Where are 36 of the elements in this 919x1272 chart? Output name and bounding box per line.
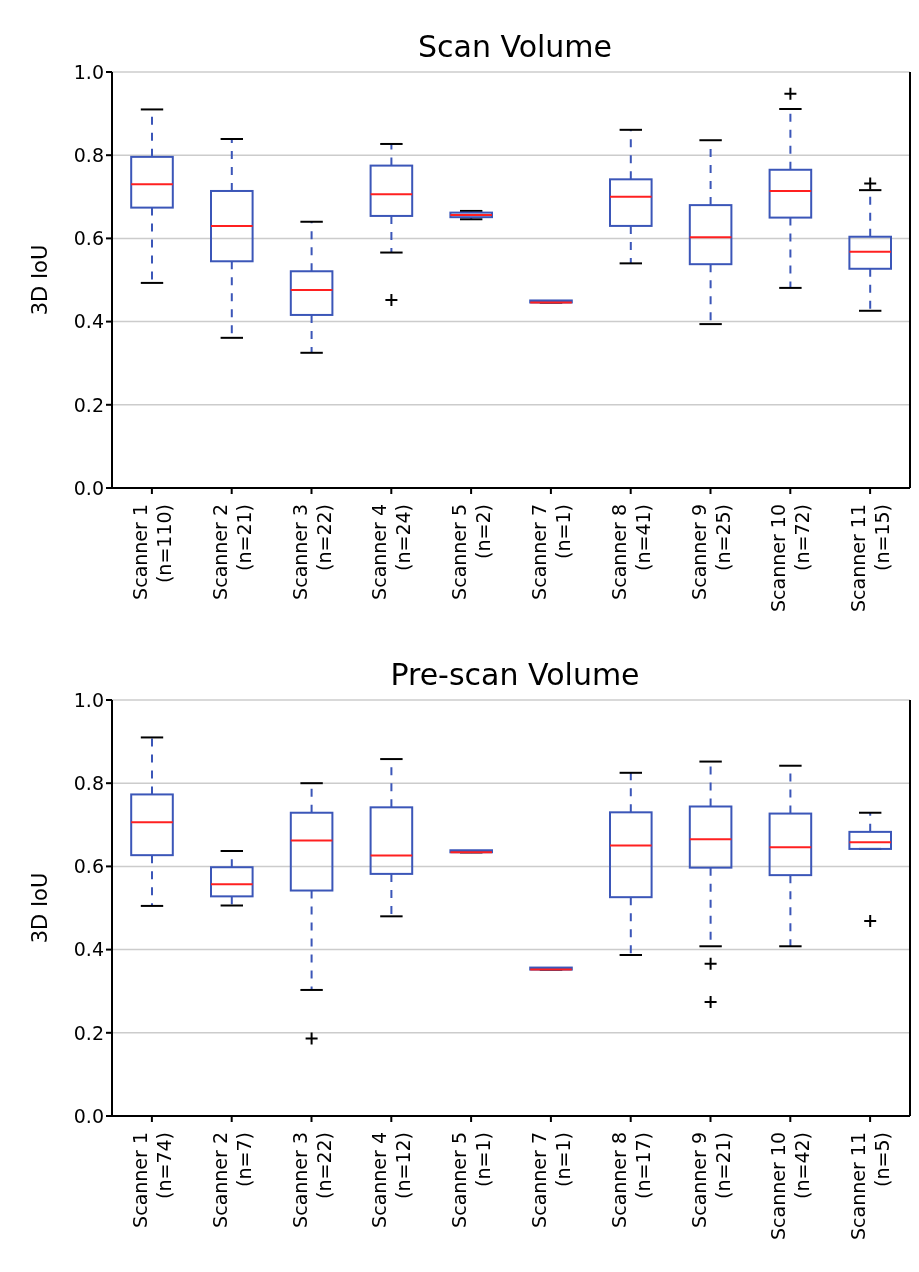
y-tick-label: 0.0 [73,1104,104,1127]
chart-title: Scan Volume [417,29,613,64]
x-tick-label: Scanner 1 (n=110) [128,504,175,600]
x-tick-label: Scanner 10 (n=72) [767,504,814,612]
y-tick-label: 0.8 [73,143,104,166]
x-tick-label: Scanner 7 (n=1) [527,1132,574,1228]
x-tick-label: Scanner 3 (n=22) [288,504,335,600]
y-tick-label: 0.8 [73,771,104,794]
y-axis-title: 3D IoU [28,872,53,944]
y-tick-label: 0.6 [73,855,104,878]
y-tick-label: 0.6 [73,227,104,250]
x-tick-label: Scanner 4 (n=12) [368,1132,415,1228]
x-tick-label: Scanner 4 (n=24) [368,504,415,600]
x-tick-label: Scanner 2 (n=21) [208,504,255,600]
y-tick-label: 1.0 [73,60,104,83]
x-tick-label: Scanner 2 (n=7) [208,1132,255,1228]
x-tick-label: Scanner 3 (n=22) [288,1132,335,1228]
x-tick-label: Scanner 11 (n=5) [847,1132,894,1240]
x-tick-label: Scanner 5 (n=1) [448,1132,495,1228]
x-tick-label: Scanner 9 (n=25) [687,504,734,600]
x-tick-label: Scanner 10 (n=42) [767,1132,814,1240]
x-tick-label: Scanner 5 (n=2) [448,504,495,600]
y-tick-label: 0.4 [73,310,104,333]
y-tick-label: 0.4 [73,938,104,961]
x-tick-label: Scanner 8 (n=41) [607,504,654,600]
x-tick-label: Scanner 9 (n=21) [687,1132,734,1228]
y-tick-label: 0.2 [73,393,104,416]
x-tick-label: Scanner 7 (n=1) [527,504,574,600]
x-tick-label: Scanner 1 (n=74) [128,1132,175,1228]
x-tick-label: Scanner 8 (n=17) [607,1132,654,1228]
chart-title: Pre-scan Volume [390,657,640,692]
x-tick-label: Scanner 11 (n=15) [847,504,894,612]
y-tick-label: 1.0 [73,688,104,711]
y-tick-label: 0.2 [73,1021,104,1044]
y-tick-label: 0.0 [73,476,104,499]
y-axis-title: 3D IoU [28,244,53,316]
